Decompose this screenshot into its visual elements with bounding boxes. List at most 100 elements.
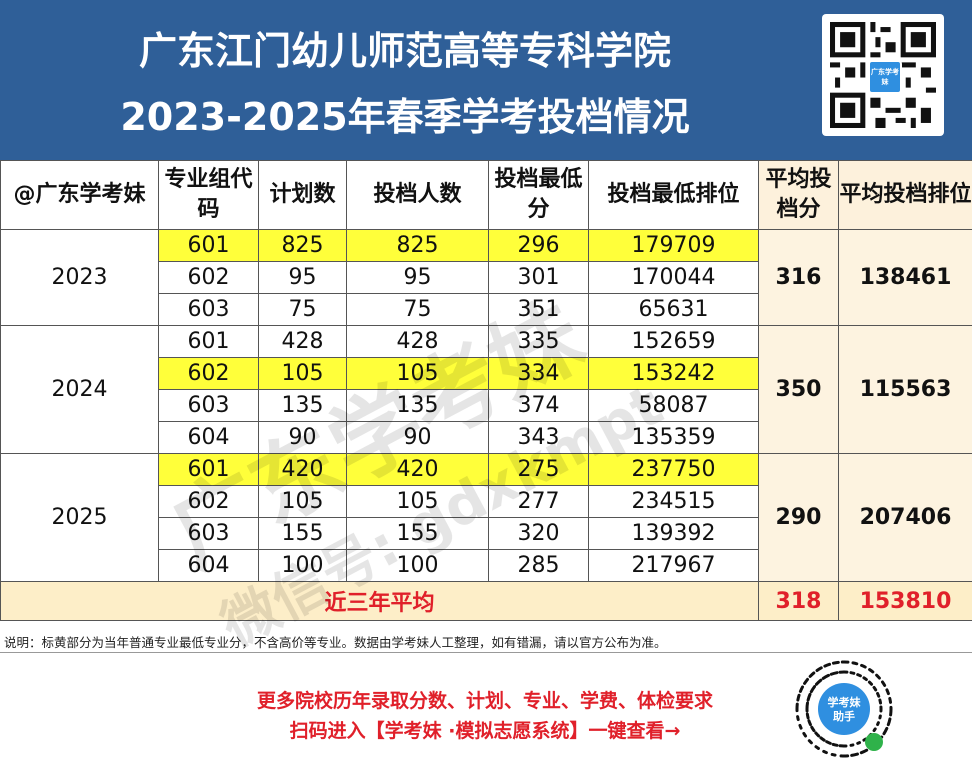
header-plan: 计划数 xyxy=(258,160,347,230)
header-min-rank: 投档最低排位 xyxy=(588,160,759,230)
cell-admitted: 428 xyxy=(346,325,489,358)
cell-min-score: 301 xyxy=(488,261,589,294)
cell-admitted: 135 xyxy=(346,389,489,422)
cell-min-score: 285 xyxy=(488,549,589,582)
table-row: 603 75 75 351 65631 xyxy=(1,293,972,326)
summary-row: 近三年平均 318 153810 xyxy=(0,581,972,621)
year-cell: 2024 xyxy=(0,325,159,454)
qr-code-icon xyxy=(830,22,936,128)
svg-text:助手: 助手 xyxy=(833,709,855,723)
qr-code[interactable]: 广东学考妹 xyxy=(822,14,944,136)
header-banner: 广东江门幼儿师范高等专科学院 2023-2025年春季学考投档情况 广东学考妹 xyxy=(0,0,972,160)
cell-code: 601 xyxy=(158,325,259,358)
cell-plan: 95 xyxy=(258,261,347,294)
header-min-score: 投档最低分 xyxy=(488,160,589,230)
cell-min-rank: 217967 xyxy=(588,549,759,582)
promo-line1: 更多院校历年录取分数、计划、专业、学费、体检要求 xyxy=(256,690,713,712)
cell-min-score: 320 xyxy=(488,517,589,550)
table-row: 604 100 100 285 217967 xyxy=(1,549,972,582)
header-admitted: 投档人数 xyxy=(346,160,489,230)
page-title: 广东江门幼儿师范高等专科学院 xyxy=(138,29,671,73)
table-row: 2023 601 825 825 296 179709 316 138461 xyxy=(0,229,972,326)
cell-plan: 100 xyxy=(258,549,347,582)
cell-plan: 105 xyxy=(258,357,347,390)
page-subtitle: 2023-2025年春季学考投档情况 xyxy=(120,95,690,139)
qr-logo-badge: 广东学考妹 xyxy=(868,60,902,94)
cell-min-score: 275 xyxy=(488,453,589,486)
cell-plan: 825 xyxy=(258,229,347,262)
promo-line2[interactable]: 扫码进入【学考妹 ·模拟志愿系统】一键查看→ xyxy=(289,720,681,742)
year-avg-score: 350 xyxy=(758,325,839,454)
cell-admitted: 155 xyxy=(346,517,489,550)
year-avg-rank: 115563 xyxy=(838,325,972,454)
table-row: 602 95 95 301 170044 xyxy=(1,261,972,294)
cell-min-rank: 234515 xyxy=(588,485,759,518)
cell-min-rank: 170044 xyxy=(588,261,759,294)
cell-code: 601 xyxy=(158,453,259,486)
cell-plan: 90 xyxy=(258,421,347,454)
cell-plan: 428 xyxy=(258,325,347,358)
header-source: @广东学考妹 xyxy=(0,160,159,230)
cell-admitted: 95 xyxy=(346,261,489,294)
table-row: 602 105 105 277 234515 xyxy=(1,485,972,518)
cell-code: 604 xyxy=(158,421,259,454)
table-header-row: @广东学考妹 专业组代码 计划数 投档人数 投档最低分 投档最低排位 平均投档分… xyxy=(0,160,972,230)
header-avg-score: 平均投档分 xyxy=(758,160,839,230)
cell-min-rank: 179709 xyxy=(588,229,759,262)
cell-admitted: 420 xyxy=(346,453,489,486)
admission-table: @广东学考妹 专业组代码 计划数 投档人数 投档最低分 投档最低排位 平均投档分… xyxy=(0,160,972,621)
cell-code: 602 xyxy=(158,261,259,294)
cell-code: 603 xyxy=(158,517,259,550)
cell-min-score: 343 xyxy=(488,421,589,454)
cell-min-rank: 152659 xyxy=(588,325,759,358)
year-avg-score: 290 xyxy=(758,453,839,582)
year-cell: 2023 xyxy=(0,229,159,326)
year-avg-score: 316 xyxy=(758,229,839,326)
cell-plan: 420 xyxy=(258,453,347,486)
cell-code: 602 xyxy=(158,357,259,390)
cell-min-rank: 237750 xyxy=(588,453,759,486)
cell-code: 604 xyxy=(158,549,259,582)
table-row: 603 155 155 320 139392 xyxy=(1,517,972,550)
cell-min-rank: 135359 xyxy=(588,421,759,454)
footnote: 说明：标黄部分为当年普通专业最低专业分，不含高价等专业。数据由学考妹人工整理，如… xyxy=(4,635,667,650)
cell-min-rank: 139392 xyxy=(588,517,759,550)
cell-min-rank: 65631 xyxy=(588,293,759,326)
cell-min-rank: 153242 xyxy=(588,357,759,390)
cell-plan: 75 xyxy=(258,293,347,326)
cell-code: 601 xyxy=(158,229,259,262)
cell-min-score: 296 xyxy=(488,229,589,262)
year-avg-rank: 138461 xyxy=(838,229,972,326)
cell-admitted: 105 xyxy=(346,357,489,390)
cell-plan: 105 xyxy=(258,485,347,518)
cell-code: 603 xyxy=(158,389,259,422)
cell-min-rank: 58087 xyxy=(588,389,759,422)
cell-admitted: 90 xyxy=(346,421,489,454)
summary-avg-rank: 153810 xyxy=(838,581,972,621)
table-row: 602 105 105 334 153242 xyxy=(1,357,972,390)
year-avg-rank: 207406 xyxy=(838,453,972,582)
summary-avg-score: 318 xyxy=(758,581,839,621)
cell-code: 603 xyxy=(158,293,259,326)
cell-min-score: 277 xyxy=(488,485,589,518)
cell-min-score: 335 xyxy=(488,325,589,358)
mini-program-code-icon[interactable]: 学考妹 助手 xyxy=(774,656,914,762)
cell-min-score: 374 xyxy=(488,389,589,422)
header-group-code: 专业组代码 xyxy=(158,160,259,230)
table-row: 2025 601 420 420 275 237750 290 207406 xyxy=(0,453,972,582)
cell-admitted: 100 xyxy=(346,549,489,582)
divider xyxy=(0,652,972,653)
svg-text:学考妹: 学考妹 xyxy=(828,695,862,709)
cell-min-score: 334 xyxy=(488,357,589,390)
cell-plan: 135 xyxy=(258,389,347,422)
cell-min-score: 351 xyxy=(488,293,589,326)
table-row: 2024 601 428 428 335 152659 350 115563 xyxy=(0,325,972,454)
cell-admitted: 75 xyxy=(346,293,489,326)
cell-admitted: 105 xyxy=(346,485,489,518)
cell-code: 602 xyxy=(158,485,259,518)
summary-label: 近三年平均 xyxy=(0,581,759,621)
year-cell: 2025 xyxy=(0,453,159,582)
cell-plan: 155 xyxy=(258,517,347,550)
table-row: 603 135 135 374 58087 xyxy=(1,389,972,422)
header-avg-rank: 平均投档排位 xyxy=(838,160,972,230)
